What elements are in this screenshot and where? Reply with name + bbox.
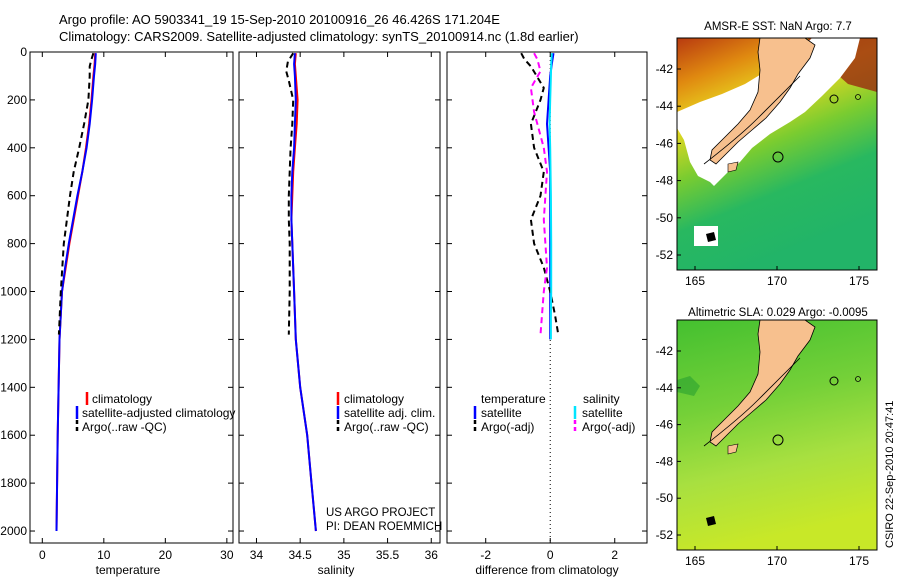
y-tick-label: 1200 [0,332,27,346]
legend-title-temperature: temperature [481,392,546,406]
small-island-marker [855,376,861,382]
y-tick-label: 600 [7,189,27,203]
y-tick-label: 2000 [0,524,27,538]
south-island-land [709,38,816,165]
map-y-tick-label: -46 [656,418,674,432]
x-tick-label: 30 [220,548,234,562]
argo-float-location [772,434,784,446]
y-tick-label: 800 [7,237,27,251]
auckland-island-marker [706,232,716,242]
map-y-tick-label: -44 [656,99,674,113]
series-temperature-argo-adj- [520,52,560,335]
argo-float-location [772,151,784,163]
sla-map: Altimetric SLA: 0.029 Argo: -0.0095 165 1… [656,307,878,568]
side-stamp: CSIRO 22-Sep-2010 20:47:41 [884,401,896,548]
legend-label-temp-satellite: satellite [481,406,522,420]
map-y-tick-label: -52 [656,248,674,262]
x-tick-label: 2 [611,548,618,562]
sst-contour-line [703,75,801,165]
y-tick-label: 1400 [0,380,27,394]
legend-label-climatology: climatology [92,392,152,406]
legend-label-satellite-adj: satellite adj. clim. [344,406,435,420]
map-y-tick-label: -52 [656,528,674,542]
x-tick-label: 36 [425,548,439,562]
series-argo-raw-qc- [57,52,95,335]
legend-label-temp-argo: Argo(-adj) [481,420,534,434]
credit-pi: PI: DEAN ROEMMICH [326,521,442,533]
legend-label-sal-satellite: satellite [582,406,623,420]
map-x-tick-label: 175 [849,554,869,568]
stewart-island-land [727,161,739,173]
map-x-tick-label: 165 [685,274,705,288]
difference-xlabel: difference from climatology [475,563,618,577]
x-tick-label: 10 [97,548,111,562]
south-island-land [709,320,816,447]
y-tick-label: 0 [20,45,27,59]
legend-label-argo: Argo(..raw -QC) [344,420,429,434]
map-y-tick-label: -44 [656,381,674,395]
series-argo-raw-qc- [285,52,295,335]
credit-project: US ARGO PROJECT [326,507,435,519]
map-y-tick-label: -42 [656,62,674,76]
legend-label-climatology: climatology [344,392,404,406]
salinity-axes-frame [238,51,441,544]
y-tick-label: 400 [7,141,27,155]
legend-title-salinity: salinity [583,392,620,406]
map-x-tick-label: 170 [767,554,787,568]
difference-legend: temperature salinity satellite Argo(-adj… [473,392,635,434]
stewart-island-land [727,443,739,455]
chatham-island-marker [829,376,839,386]
salinity-xlabel: salinity [318,563,355,577]
map-y-tick-label: -42 [656,344,674,358]
x-tick-label: 20 [159,548,173,562]
map-y-tick-label: -50 [656,211,674,225]
x-tick-label: 35 [337,548,351,562]
salinity-panel: 34 34.5 35 35.5 36 salinity climatology sate… [238,51,442,577]
map-x-tick-label: 170 [767,274,787,288]
temperature-xlabel: temperature [96,563,161,577]
small-island-marker [855,94,861,100]
temperature-axes-frame [29,51,234,544]
legend-label-sal-argo: Argo(-adj) [582,420,635,434]
map-x-tick-label: 175 [849,274,869,288]
map-x-tick-label: 165 [685,554,705,568]
sla-map-title: Altimetric SLA: 0.029 Argo: -0.0095 [688,307,868,319]
sla-low-patch [677,376,700,396]
y-tick-label: 1600 [0,428,27,442]
difference-axes-frame [446,51,648,544]
series-satellite-adjusted-climatology [55,53,97,532]
x-tick-label: 35.5 [376,548,400,562]
map-y-tick-label: -48 [656,174,674,188]
series-satellite-adj-clim- [290,53,317,532]
map-y-tick-label: -46 [656,136,674,150]
y-tick-label: 1000 [0,285,27,299]
x-tick-label: 0 [547,548,554,562]
series-salinity-satellite [548,53,553,340]
map-y-tick-label: -48 [656,454,674,468]
title-line-2: Climatology: CARS2009. Satellite-adjuste… [59,29,579,44]
series-salinity-argo-adj- [529,52,548,335]
difference-panel: -2 0 2 difference from climatology tempera… [446,51,648,577]
chatham-island-marker [829,94,839,104]
x-tick-label: 34.5 [288,548,312,562]
temperature-panel: 0 10 20 30 0 200 400 600 800 1000 1200 1400 1600 1800… [0,45,235,577]
salinity-legend: climatology satellite adj. clim. Argo(..… [336,392,435,434]
auckland-island-marker [706,516,716,526]
y-tick-label: 1800 [0,476,27,490]
x-tick-label: 0 [39,548,46,562]
map-y-tick-label: -50 [656,491,674,505]
x-tick-label: 34 [250,548,264,562]
x-tick-label: -2 [480,548,491,562]
temperature-legend: climatology satellite-adjusted climatolo… [75,392,235,434]
title-line-1: Argo profile: AO 5903341_19 15-Sep-2010 … [59,12,500,27]
sla-contour-line [703,357,801,447]
sst-map: AMSR-E SST: NaN Argo: 7.7 165 170 175 -42 -4… [656,21,878,288]
legend-label-satellite-adjusted: satellite-adjusted climatology [82,406,235,420]
legend-label-argo: Argo(..raw -QC) [82,420,167,434]
y-tick-label: 200 [7,93,27,107]
sst-map-title: AMSR-E SST: NaN Argo: 7.7 [704,21,852,33]
